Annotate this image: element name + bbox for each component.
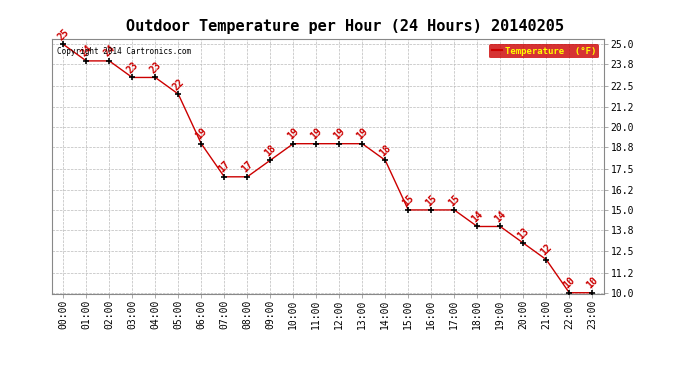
Text: 15: 15 <box>401 192 416 208</box>
Text: 19: 19 <box>308 126 324 142</box>
Text: 17: 17 <box>217 159 232 175</box>
Text: 24: 24 <box>101 44 117 59</box>
Text: 10: 10 <box>562 275 577 291</box>
Text: 17: 17 <box>239 159 255 175</box>
Text: 15: 15 <box>424 192 439 208</box>
Text: 18: 18 <box>263 143 278 158</box>
Text: 25: 25 <box>56 27 71 42</box>
Text: 22: 22 <box>170 76 186 92</box>
Text: 23: 23 <box>148 60 163 75</box>
Text: 14: 14 <box>493 209 508 225</box>
Text: 18: 18 <box>377 143 393 158</box>
Text: 19: 19 <box>355 126 370 142</box>
Text: 19: 19 <box>194 126 209 142</box>
Text: 14: 14 <box>470 209 485 225</box>
Text: 19: 19 <box>286 126 301 142</box>
Text: Outdoor Temperature per Hour (24 Hours) 20140205: Outdoor Temperature per Hour (24 Hours) … <box>126 19 564 34</box>
Text: Copyright 2014 Cartronics.com: Copyright 2014 Cartronics.com <box>57 47 191 56</box>
Legend: Temperature  (°F): Temperature (°F) <box>489 44 599 58</box>
Text: 13: 13 <box>515 226 531 241</box>
Text: 15: 15 <box>446 192 462 208</box>
Text: 23: 23 <box>125 60 140 75</box>
Text: 10: 10 <box>584 275 600 291</box>
Text: 24: 24 <box>79 44 94 59</box>
Text: 19: 19 <box>332 126 347 142</box>
Text: 12: 12 <box>539 242 554 258</box>
